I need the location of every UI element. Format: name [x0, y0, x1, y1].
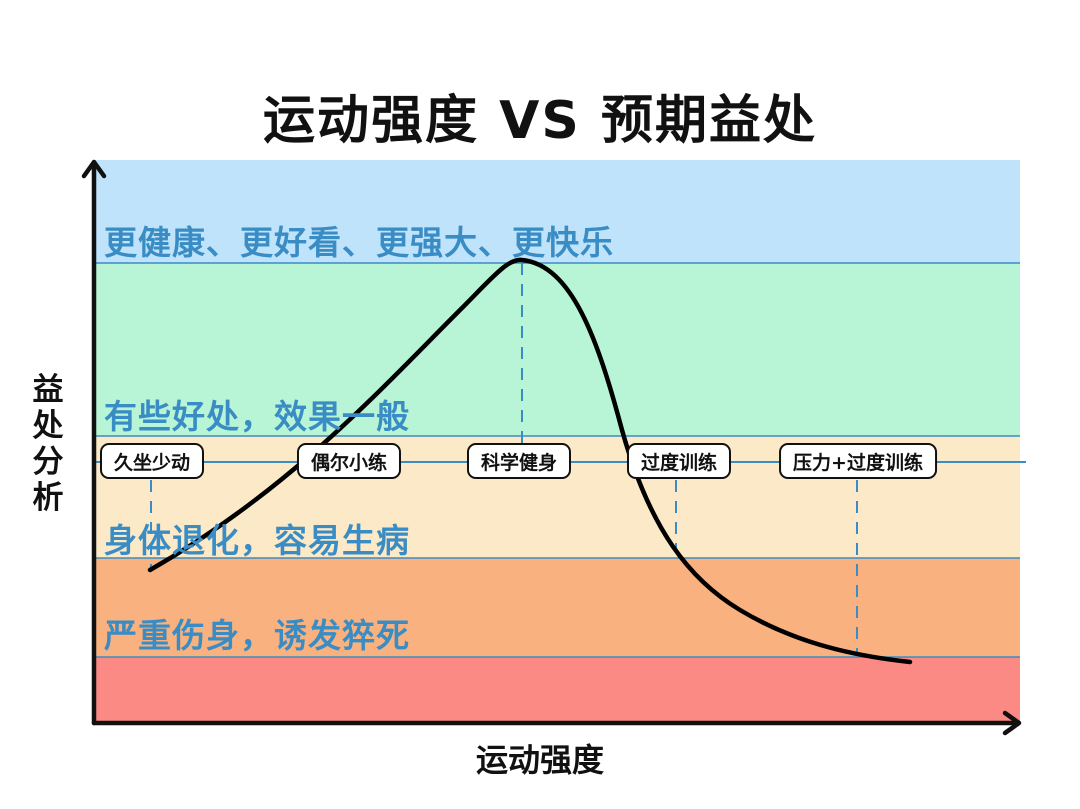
stage-sedentary: 久坐少动	[99, 443, 205, 479]
zone-band-good	[94, 263, 1020, 436]
x-axis-label: 运动强度	[475, 741, 604, 779]
stage-stress-overtraining: 压力+过度训练	[779, 443, 937, 479]
stage-scientific-fitness: 科学健身	[466, 443, 572, 479]
x-axis-arrow	[1002, 710, 1022, 736]
zone-label-harm: 严重伤身，诱发猝死	[104, 616, 410, 655]
zone-band-harm	[94, 558, 1020, 657]
diagram-title: 运动强度 VS 预期益处	[263, 91, 817, 151]
y-axis-label-char: 处	[32, 408, 64, 444]
axes	[81, 159, 1022, 736]
y-axis-label: 益处分析	[28, 372, 68, 516]
y-axis-label-char: 益	[32, 372, 64, 408]
zone-band-danger	[94, 657, 1020, 723]
y-axis-label-char: 分	[32, 444, 64, 480]
y-axis-label-char: 析	[32, 480, 64, 516]
stage-occasional: 偶尔小练	[296, 443, 402, 479]
stage-overtraining: 过度训练	[626, 443, 732, 479]
zone-label-decline: 身体退化，容易生病	[104, 521, 410, 560]
zone-label-some-benefit: 有些好处，效果一般	[104, 397, 410, 436]
stage-dashed-guides	[150, 263, 858, 654]
y-axis-arrow	[81, 159, 107, 179]
benefit-curve	[147, 257, 913, 665]
zone-band-best	[94, 160, 1020, 263]
zone-label-best: 更健康、更好看、更强大、更快乐	[104, 223, 614, 262]
